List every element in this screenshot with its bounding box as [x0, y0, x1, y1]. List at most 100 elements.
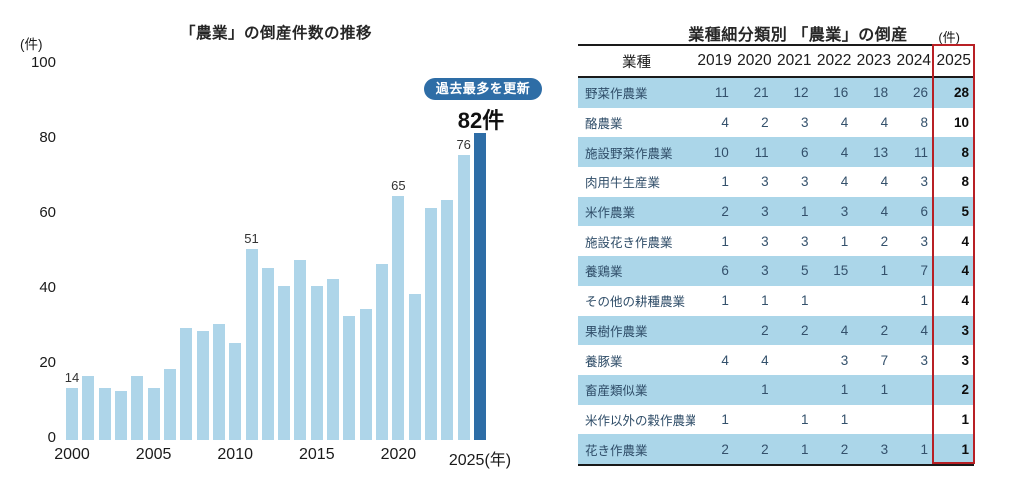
- cell-2025: 1: [961, 411, 969, 427]
- cell-2019: 2: [721, 441, 729, 457]
- cell-2023: 13: [873, 144, 889, 160]
- cell-2023: 7: [880, 352, 889, 368]
- cell-2020: 1: [761, 293, 769, 309]
- bar-2007: [180, 327, 193, 440]
- cell-2025: 4: [961, 233, 969, 249]
- data-table: 業種 2019 2020 2021 2022 2023 2024 2025 野菜作農業 11 21 1…: [578, 44, 974, 466]
- cell-2020: 2: [761, 441, 769, 457]
- y-tick-40: 40: [39, 279, 56, 296]
- table-row-養豚業: 養豚業 4 4 3 7 3 3: [578, 345, 974, 375]
- cell-2019: 2: [721, 204, 729, 220]
- y-tick-0: 0: [47, 429, 56, 446]
- table-row-施設野菜作農業: 施設野菜作農業 10 11 6 4 13 11 8: [578, 137, 974, 168]
- bar-2022: [425, 207, 438, 440]
- cell-2020: 21: [753, 85, 769, 101]
- bar-value-label-2024: 76: [456, 137, 471, 152]
- column-header-2022: 2022: [816, 52, 852, 69]
- bar-value-label-2000: 14: [64, 369, 80, 385]
- cell-2021: 3: [800, 233, 809, 249]
- cell-2024: 7: [920, 263, 928, 279]
- table-row-野菜作農業: 野菜作農業 11 21 12 16 18 26 28: [578, 78, 974, 108]
- cell-2020: 3: [761, 263, 769, 279]
- row-label: 酪農業: [585, 117, 623, 132]
- row-label: その他の耕種農業: [585, 295, 686, 310]
- row-label: 果樹作農業: [585, 324, 648, 339]
- row-label: 野菜作農業: [585, 87, 648, 102]
- cell-2022: 4: [840, 174, 849, 190]
- table-row-畜産類似業: 畜産類似業 1 1 1 2: [578, 374, 974, 405]
- cell-2024: 3: [920, 174, 928, 190]
- cell-2021: 1: [800, 441, 809, 457]
- y-tick-20: 20: [39, 354, 56, 371]
- cell-2022: 15: [833, 263, 849, 279]
- cell-2019: 1: [721, 411, 729, 427]
- cell-2021: 5: [800, 263, 809, 279]
- cell-2025: 2: [961, 382, 969, 398]
- cell-2022: 1: [840, 233, 849, 249]
- x-tick-2020: 2020: [380, 446, 417, 463]
- table-title: 業種細分類別 「農業」の倒産: [688, 27, 908, 45]
- cell-2020: 11: [754, 144, 769, 160]
- cell-2022: 4: [840, 322, 849, 338]
- cell-2025: 3: [961, 352, 969, 368]
- record-high-badge: 過去最多を更新: [424, 78, 542, 100]
- column-header-2024: 2024: [896, 52, 931, 69]
- cell-2023: 1: [880, 382, 889, 398]
- cell-2023: 2: [880, 233, 889, 249]
- cell-2022: 16: [833, 85, 849, 101]
- table-row-施設花き作農業: 施設花き作農業 1 3 3 1 2 3 4: [578, 226, 974, 257]
- bar-2024: [457, 155, 470, 440]
- table-row-その他の耕種農業: その他の耕種農業 1 1 1 1 4: [578, 285, 974, 316]
- bar-2013: [278, 286, 291, 440]
- row-label: 米作以外の穀作農業: [585, 413, 695, 428]
- cell-2025: 3: [961, 322, 969, 338]
- cell-2023: 3: [880, 441, 889, 457]
- table-header-row: 業種 2019 2020 2021 2022 2023 2024 2025: [578, 46, 974, 78]
- bar-2020: [392, 196, 405, 440]
- x-tick-2015: 2015: [299, 446, 335, 463]
- cell-2022: 1: [840, 411, 849, 427]
- cell-2023: 4: [880, 174, 889, 190]
- cell-2025: 4: [961, 263, 969, 279]
- bar-2002: [98, 387, 111, 440]
- row-label: 施設花き作農業: [585, 235, 673, 250]
- plot-area: 14 51 65 76: [64, 65, 486, 440]
- bar-2025: [474, 132, 486, 440]
- cell-2021: 1: [800, 411, 809, 427]
- bar-2010: [229, 342, 242, 440]
- bar-2019: [376, 263, 389, 440]
- bar-2009: [212, 323, 225, 440]
- y-tick-100: 100: [30, 54, 56, 71]
- x-tick-2000: 2000: [54, 446, 90, 463]
- cell-2021: 2: [800, 322, 809, 338]
- bar-2012: [261, 267, 274, 440]
- bar-2023: [441, 200, 454, 440]
- bar-2015: [310, 286, 323, 440]
- chart-title: 「農業」の倒産件数の推移: [179, 24, 372, 42]
- cell-2025: 8: [961, 174, 969, 190]
- table-unit-label: (件): [938, 30, 960, 45]
- table-row-果樹作農業: 果樹作農業 2 2 4 2 4 3: [578, 315, 974, 346]
- cell-2022: 3: [840, 204, 849, 220]
- cell-2025: 5: [961, 204, 969, 220]
- cell-2021: 1: [800, 204, 809, 220]
- table-row-肉用牛生産業: 肉用牛生産業 1 3 3 4 4 3 8: [578, 167, 974, 197]
- cell-2019: 4: [721, 115, 729, 131]
- row-label: 花き作農業: [585, 443, 648, 458]
- bar-2003: [114, 391, 127, 440]
- x-tick-2010: 2010: [217, 446, 253, 463]
- cell-2023: 2: [880, 322, 889, 338]
- cell-2020: 3: [761, 233, 769, 249]
- cell-2024: 3: [920, 352, 928, 368]
- chart-unit-label: (件): [20, 37, 43, 52]
- bar-2001: [82, 376, 95, 440]
- table-row-酪農業: 酪農業 4 2 3 4 4 8 10: [578, 107, 974, 138]
- column-header-industry: 業種: [622, 54, 651, 71]
- cell-2022: 4: [840, 144, 849, 160]
- cell-2022: 3: [840, 352, 849, 368]
- bar-2005: [147, 387, 160, 440]
- bar-2018: [359, 308, 372, 440]
- bar-2008: [196, 331, 209, 440]
- cell-2020: 1: [761, 382, 769, 398]
